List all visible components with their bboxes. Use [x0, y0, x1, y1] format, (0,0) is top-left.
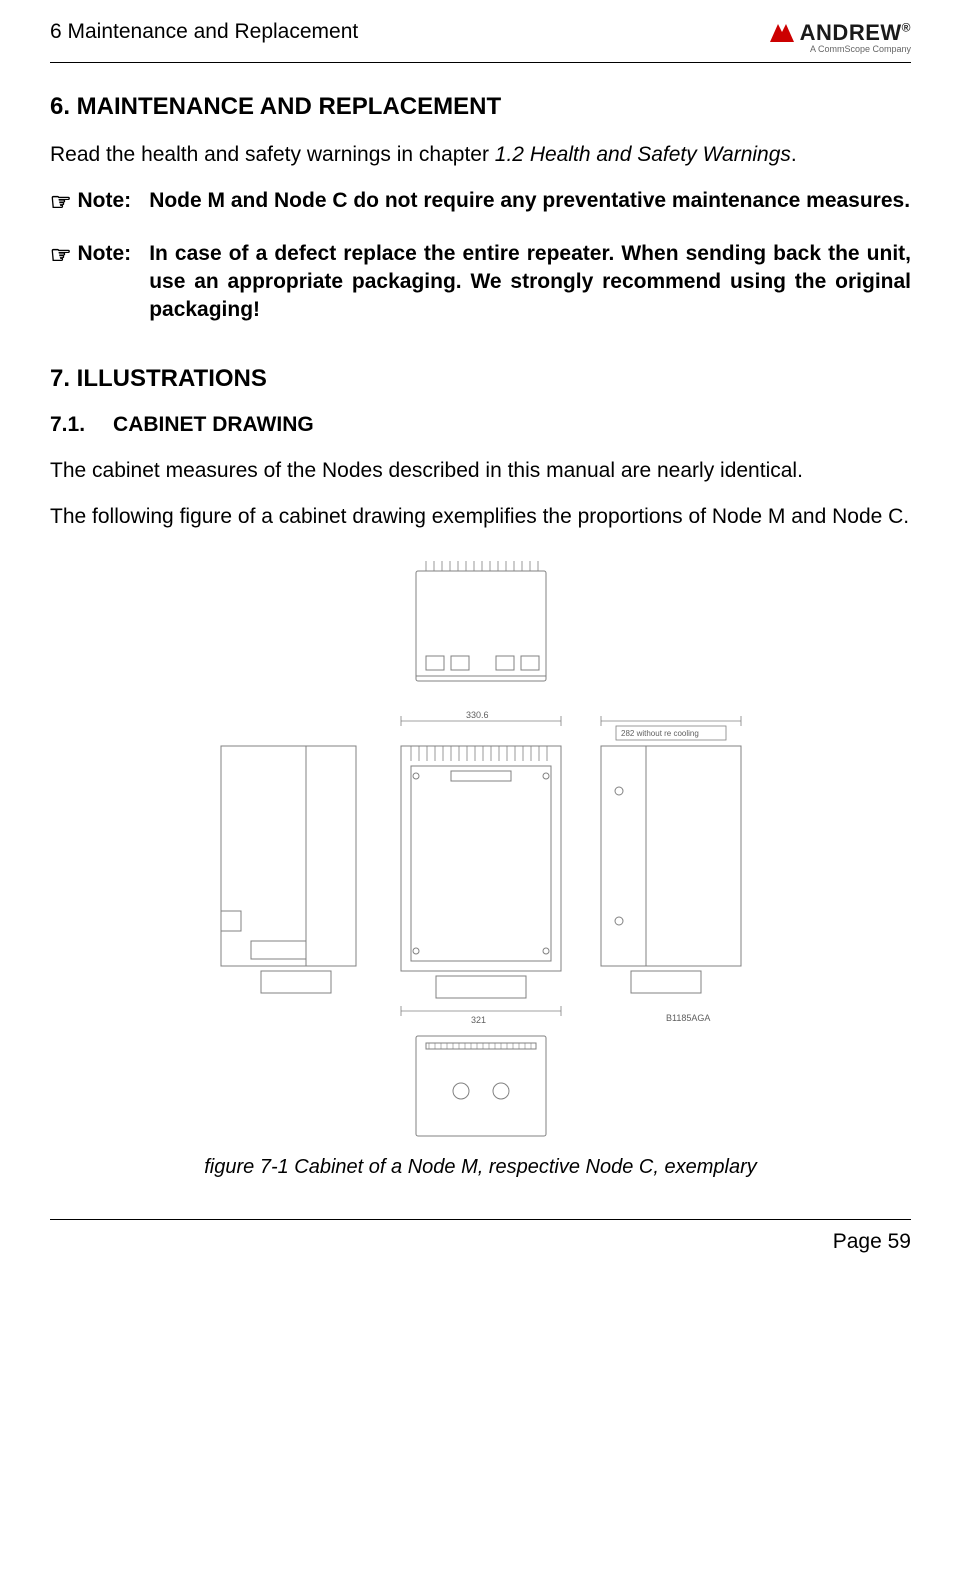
cabinet-drawing-svg: 330.6 282 without re cooling	[201, 561, 761, 1141]
page-header: 6 Maintenance and Replacement ANDREW® A …	[50, 20, 911, 63]
page-footer: Page 59	[50, 1219, 911, 1254]
dim-right-top-label: 282 without re cooling	[621, 729, 699, 738]
pointing-hand-icon: ☞	[50, 240, 72, 272]
page-number: Page 59	[833, 1230, 911, 1253]
note-label: Note:	[78, 187, 132, 215]
andrew-logo-icon	[768, 22, 796, 44]
figure-caption: figure 7-1 Cabinet of a Node M, respecti…	[50, 1156, 911, 1179]
figure-ref: B1185AGA	[666, 1013, 710, 1023]
pointing-hand-icon: ☞	[50, 187, 72, 219]
note-2: ☞ Note: In case of a defect replace the …	[50, 240, 911, 325]
logo-brand-text: ANDREW®	[800, 20, 911, 46]
dim-width-label: 330.6	[466, 710, 489, 720]
logo-subtext: A CommScope Company	[810, 44, 911, 54]
subsection-7-1-heading: 7.1.CABINET DRAWING	[50, 413, 911, 437]
figure-7-1: 330.6 282 without re cooling	[50, 561, 911, 1179]
note-2-text: In case of a defect replace the entire r…	[149, 240, 911, 325]
note-label: Note:	[78, 240, 132, 268]
section-6-heading: 6. MAINTENANCE AND REPLACEMENT	[50, 93, 911, 121]
section-7-heading: 7. ILLUSTRATIONS	[50, 365, 911, 393]
section-7-para-2: The following figure of a cabinet drawin…	[50, 503, 911, 531]
note-1: ☞ Note: Node M and Node C do not require…	[50, 187, 911, 219]
dim-bottom-label: 321	[471, 1015, 486, 1025]
section-6-intro: Read the health and safety warnings in c…	[50, 141, 911, 169]
section-7-para-1: The cabinet measures of the Nodes descri…	[50, 457, 911, 485]
note-1-text: Node M and Node C do not require any pre…	[149, 187, 910, 215]
logo: ANDREW® A CommScope Company	[768, 20, 911, 54]
section-title: 6 Maintenance and Replacement	[50, 20, 358, 44]
